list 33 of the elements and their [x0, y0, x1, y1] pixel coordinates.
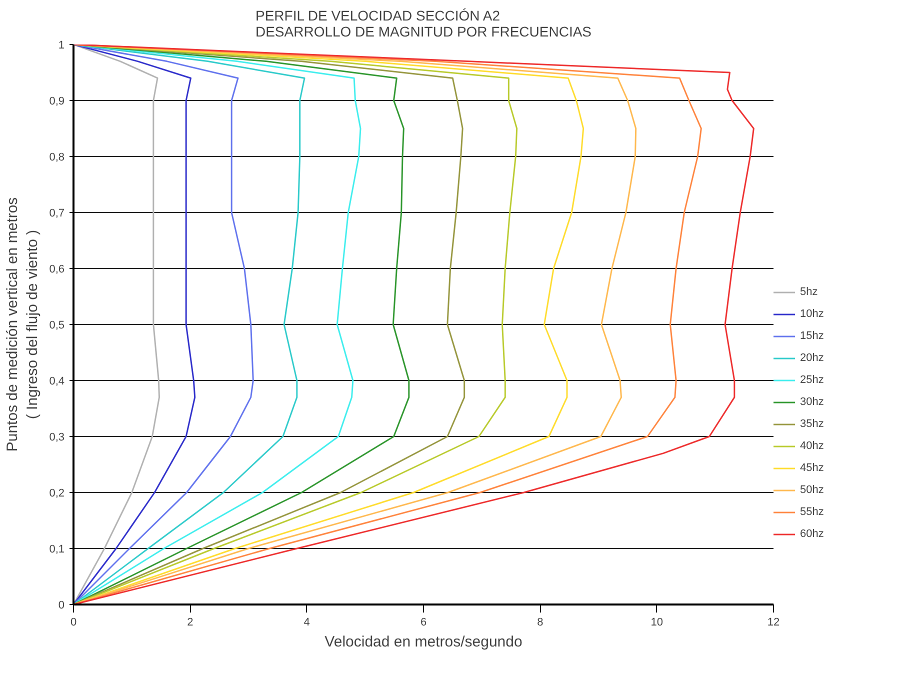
y-tick-label: 0 — [58, 600, 65, 612]
y-tick-label: 1 — [58, 40, 65, 52]
y-axis-title: Puntos de medición vertical en metros ( Ingreso del flujo de viento ) — [4, 197, 42, 452]
x-tick-label: 4 — [304, 616, 310, 628]
y-tick-label: 0,6 — [49, 264, 65, 276]
chart-title: PERFIL DE VELOCIDAD SECCIÓN A2 DESARROLLO DE MAGNITUD POR FRECUENCIAS — [255, 8, 592, 40]
y-tick-label: 0,3 — [49, 432, 65, 444]
x-axis-title: Velocidad en metros/segundo — [324, 634, 522, 650]
legend-label: 40hz — [800, 439, 824, 453]
y-tick-label: 0,9 — [49, 96, 65, 108]
legend-label: 15hz — [800, 329, 824, 343]
legend-label: 5hz — [800, 285, 819, 299]
x-tick-label: 2 — [187, 616, 194, 628]
legend-label: 25hz — [800, 373, 824, 387]
y-tick-label: 0,7 — [49, 208, 65, 220]
y-tick-label: 0,2 — [49, 488, 65, 500]
legend-label: 55hz — [800, 505, 824, 519]
legend-label: 30hz — [800, 395, 824, 409]
legend-label: 35hz — [800, 417, 824, 431]
x-tick-label: 6 — [420, 616, 427, 628]
x-tick-label: 10 — [650, 616, 663, 628]
legend-label: 10hz — [800, 307, 824, 321]
y-tick-label: 0,8 — [49, 152, 65, 164]
legend-label: 50hz — [800, 483, 824, 497]
legend-label: 20hz — [800, 351, 824, 365]
y-tick-label: 0,4 — [49, 376, 65, 388]
x-tick-label: 8 — [537, 616, 544, 628]
y-tick-label: 0,5 — [49, 320, 65, 332]
legend-label: 60hz — [800, 527, 824, 541]
legend-label: 45hz — [800, 461, 824, 475]
x-tick-label: 0 — [70, 616, 77, 628]
x-tick-label: 12 — [767, 616, 780, 628]
y-tick-label: 0,1 — [49, 544, 65, 556]
